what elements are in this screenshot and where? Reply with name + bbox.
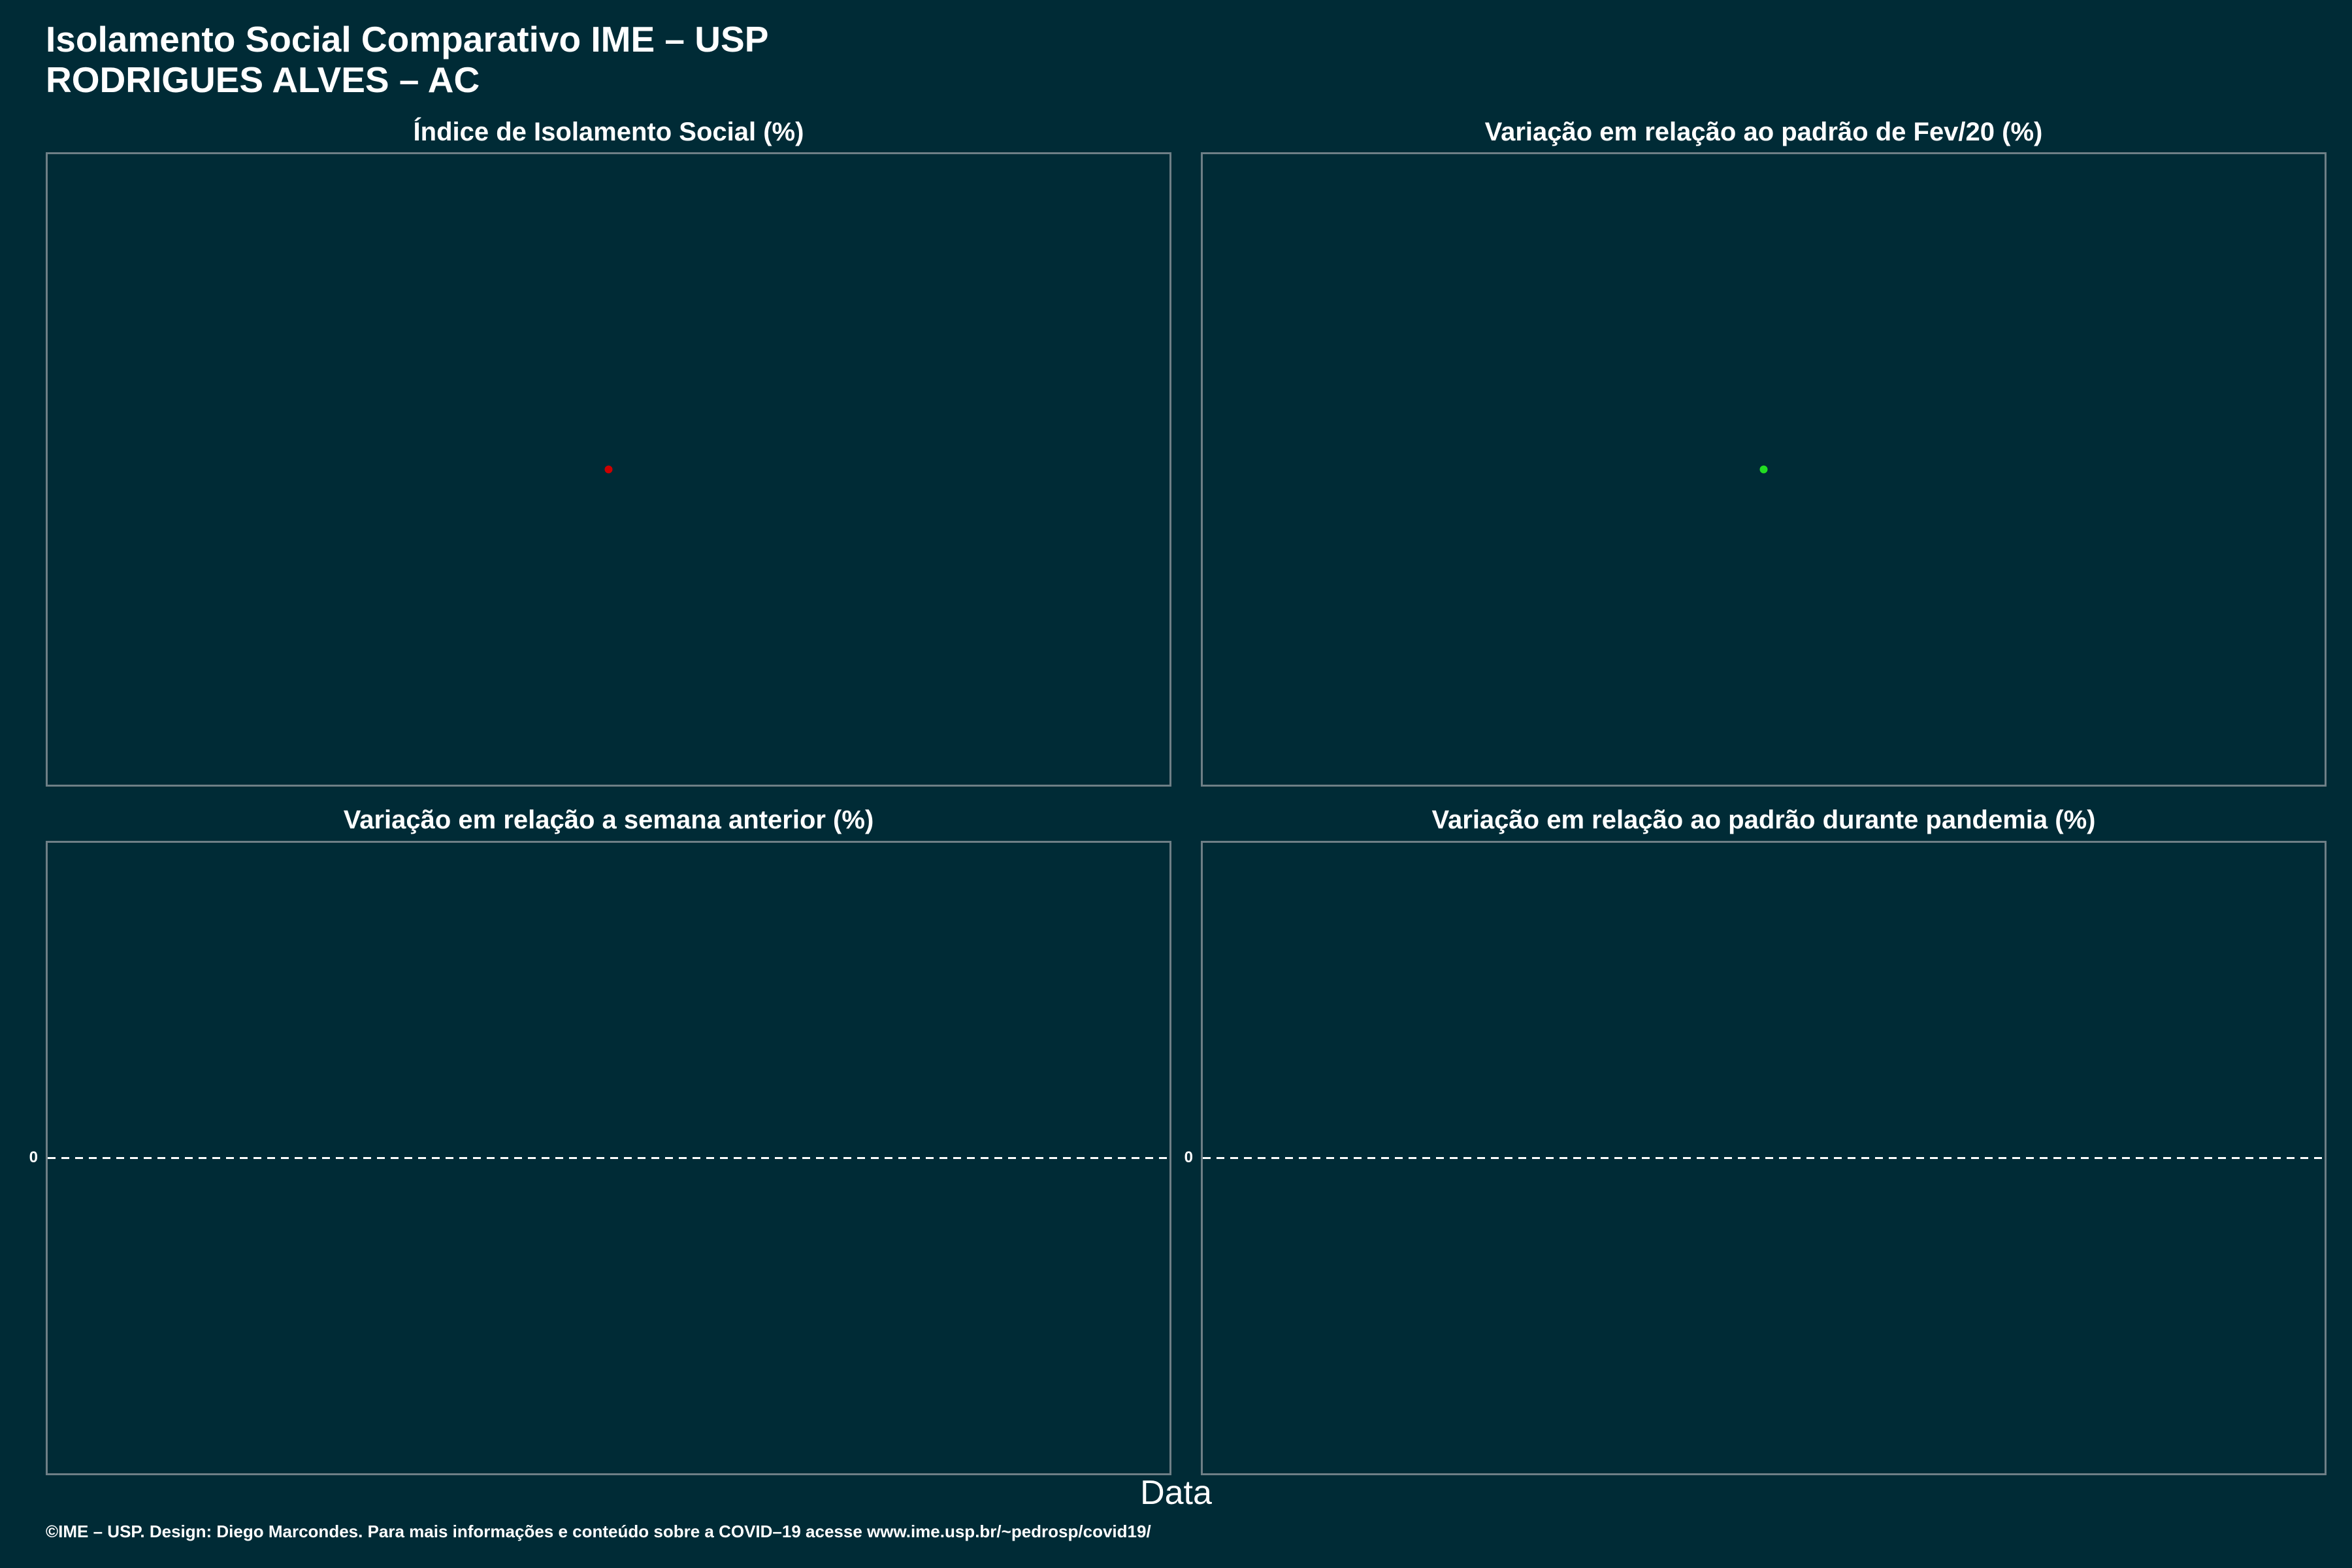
plot-previous-week-variation xyxy=(48,1157,1169,1159)
chart-subtitle-location: RODRIGUES ALVES – AC xyxy=(46,59,480,100)
data-point xyxy=(604,465,613,474)
panel-feb-variation xyxy=(1201,152,2327,787)
facet-title-feb-variation: Variação em relação ao padrão de Fev/20 … xyxy=(1484,118,2043,146)
y-tick-label-zero: 0 xyxy=(1184,1149,1193,1166)
y-tick-label-zero: 0 xyxy=(29,1149,38,1166)
x-axis-label: Data xyxy=(1140,1474,1212,1512)
panel-isolation-index xyxy=(46,152,1171,787)
plot-pandemic-variation xyxy=(1203,1157,2325,1159)
data-point xyxy=(1759,465,1768,474)
panel-pandemic-variation xyxy=(1201,841,2327,1475)
facet-title-previous-week-variation: Variação em relação a semana anterior (%… xyxy=(343,806,874,834)
panel-previous-week-variation xyxy=(46,841,1171,1475)
plot-isolation-index xyxy=(604,465,613,474)
plot-feb-variation xyxy=(1759,465,1768,474)
footer-caption: ©IME – USP. Design: Diego Marcondes. Par… xyxy=(46,1522,1151,1541)
chart-title: Isolamento Social Comparativo IME – USP xyxy=(46,19,769,59)
facet-title-pandemic-variation: Variação em relação ao padrão durante pa… xyxy=(1431,806,2096,834)
facet-title-isolation-index: Índice de Isolamento Social (%) xyxy=(413,118,804,146)
